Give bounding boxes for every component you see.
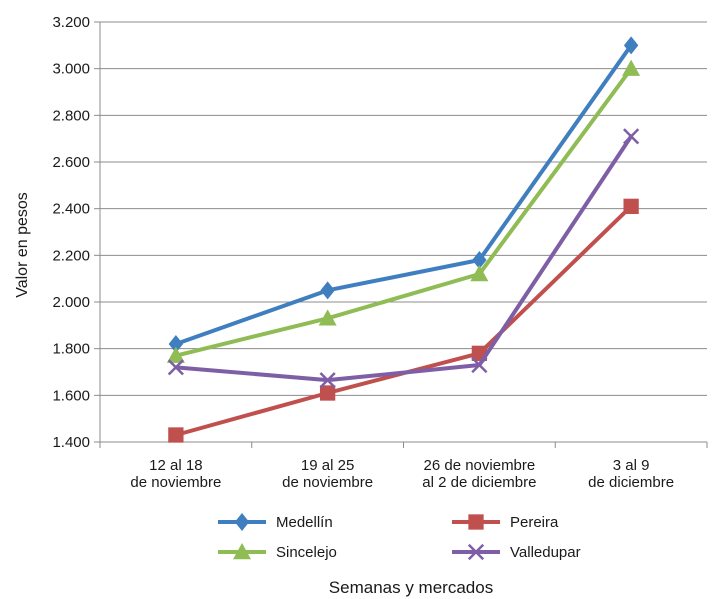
legend-item: Valledupar: [452, 543, 581, 561]
x-tick-label-line: de noviembre: [282, 474, 373, 491]
series-line: [173, 66, 634, 358]
legend-item: Pereira: [452, 514, 559, 531]
data-point-stroke: [319, 372, 336, 389]
y-tick-label: 1.800: [52, 341, 90, 358]
data-point: [319, 372, 336, 389]
axes: 1.400 1.600 1.800 2.000 2.200 2.400 2.600 2.800…: [52, 14, 708, 491]
data-point: [622, 59, 641, 76]
y-tick-label: 2.200: [52, 247, 90, 264]
data-point-stroke: [167, 359, 184, 376]
data-point: [318, 309, 337, 326]
series-lines: [166, 36, 641, 443]
data-point: [166, 346, 185, 363]
x-tick-label: 26 de noviembre al 2 de diciembre: [422, 457, 536, 491]
data-point: [168, 335, 184, 353]
data-point: [467, 543, 485, 561]
x-tick-label-line: 19 al 25: [301, 457, 354, 474]
y-tick-label: 2.000: [52, 294, 90, 311]
data-point: [167, 359, 184, 376]
x-tick-label-line: 26 de noviembre: [424, 457, 536, 474]
data-point: [320, 281, 335, 300]
data-point: [623, 36, 639, 55]
data-point: [168, 427, 184, 443]
x-axis-title: Semanas y mercados: [329, 578, 493, 597]
data-point: [233, 543, 251, 560]
legend-label: Valledupar: [510, 544, 581, 561]
series-line: [173, 43, 634, 346]
legend-item: Sincelejo: [218, 543, 337, 561]
y-tick-label: 2.800: [52, 107, 90, 124]
data-point: [472, 251, 487, 269]
data-point: [623, 128, 640, 145]
legend-label: Sincelejo: [276, 544, 337, 561]
y-tick-label: 1.600: [52, 387, 90, 404]
x-tick-label: 12 al 18 de noviembre: [130, 457, 221, 491]
x-tick-label: 19 al 25 de noviembre: [282, 457, 373, 491]
gridlines: [100, 21, 707, 443]
data-point: [234, 513, 250, 531]
data-point-stroke: [471, 356, 488, 374]
legend-label: Medellín: [276, 514, 333, 531]
series-medelln: [168, 36, 639, 353]
x-tick-label-line: de diciembre: [588, 474, 674, 491]
x-tick-label-line: de noviembre: [130, 474, 221, 491]
data-point: [470, 265, 489, 282]
legend-label: Pereira: [510, 514, 559, 531]
x-tick-label-line: 3 al 9: [613, 457, 650, 474]
y-tick-label: 1.400: [52, 434, 90, 451]
y-tick-label: 2.600: [52, 154, 90, 171]
y-axis-title: Valor en pesos: [14, 192, 31, 298]
legend: Medellín Pereira Sincelejo Valledupar: [218, 513, 581, 561]
series-line: [173, 134, 634, 383]
x-tick-label-line: al 2 de diciembre: [422, 474, 536, 491]
y-tick-label: 2.400: [52, 201, 90, 218]
y-tick-label: 3.000: [52, 61, 90, 78]
series-valledupar: [167, 128, 640, 389]
data-point: [468, 514, 484, 530]
data-point-stroke: [467, 543, 485, 561]
data-point-stroke: [623, 128, 640, 145]
y-tick-label: 3.200: [52, 14, 90, 31]
series-sincelejo: [166, 59, 641, 363]
x-tick-label: 3 al 9 de diciembre: [588, 457, 674, 491]
legend-item: Medellín: [218, 513, 333, 531]
x-tick-label-line: 12 al 18: [149, 457, 202, 474]
data-point: [623, 198, 639, 214]
data-point: [319, 385, 336, 401]
data-point: [471, 356, 488, 374]
